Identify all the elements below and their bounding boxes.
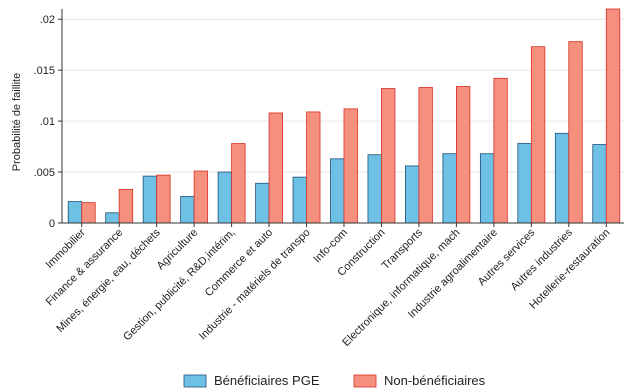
bar-pge <box>330 158 345 224</box>
y-tick-label: .02 <box>40 14 55 26</box>
bar-non-pge <box>156 174 171 224</box>
bar-non-pge <box>306 111 321 224</box>
bar-non-pge <box>81 202 96 224</box>
bar-pge <box>442 153 457 224</box>
y-tick-label: .015 <box>34 65 55 77</box>
bar-pge <box>255 182 270 224</box>
bar-pge <box>592 144 607 224</box>
y-axis: 0 .005 .01 .015 .02 <box>34 9 63 230</box>
bar-non-pge <box>530 46 546 224</box>
bar-pge <box>405 165 420 224</box>
bar-non-pge <box>118 188 134 224</box>
bar-pge <box>67 201 83 224</box>
bar-non-pge <box>268 112 283 224</box>
bar-pge <box>367 154 382 224</box>
bar-non-pge <box>568 41 583 224</box>
bar-pge <box>142 175 158 224</box>
bar-pge <box>180 196 195 224</box>
bar-non-pge <box>231 143 246 224</box>
bar-non-pge <box>381 88 396 224</box>
bars <box>62 8 624 224</box>
legend-swatch <box>183 374 207 388</box>
x-tick-label: Commerce et auto <box>203 227 275 299</box>
bar-pge <box>105 212 120 224</box>
y-tick-label: .01 <box>40 116 55 128</box>
bar-pge <box>292 176 307 224</box>
bar-non-pge <box>193 170 209 224</box>
y-tick-label: 0 <box>49 218 55 230</box>
bar-non-pge <box>418 87 433 224</box>
bar-pge <box>554 132 570 224</box>
legend-label: Non-bénéficiaires <box>384 373 486 388</box>
x-tick-label: Info-com <box>311 227 350 266</box>
bar-non-pge <box>493 77 508 224</box>
bar-non-pge <box>343 108 358 224</box>
y-tick-label: .005 <box>34 167 55 179</box>
bar-non-pge <box>605 8 621 224</box>
bar-non-pge <box>455 86 471 224</box>
legend-swatch <box>353 374 377 388</box>
bar-pge <box>217 171 233 224</box>
bar-pge <box>479 153 495 224</box>
legend: Bénéficiaires PGE Non-bénéficiaires <box>183 373 486 388</box>
y-axis-title: Probabilité de faillite <box>11 73 23 171</box>
legend-label: Bénéficiaires PGE <box>214 373 320 388</box>
bar-pge <box>517 143 532 224</box>
